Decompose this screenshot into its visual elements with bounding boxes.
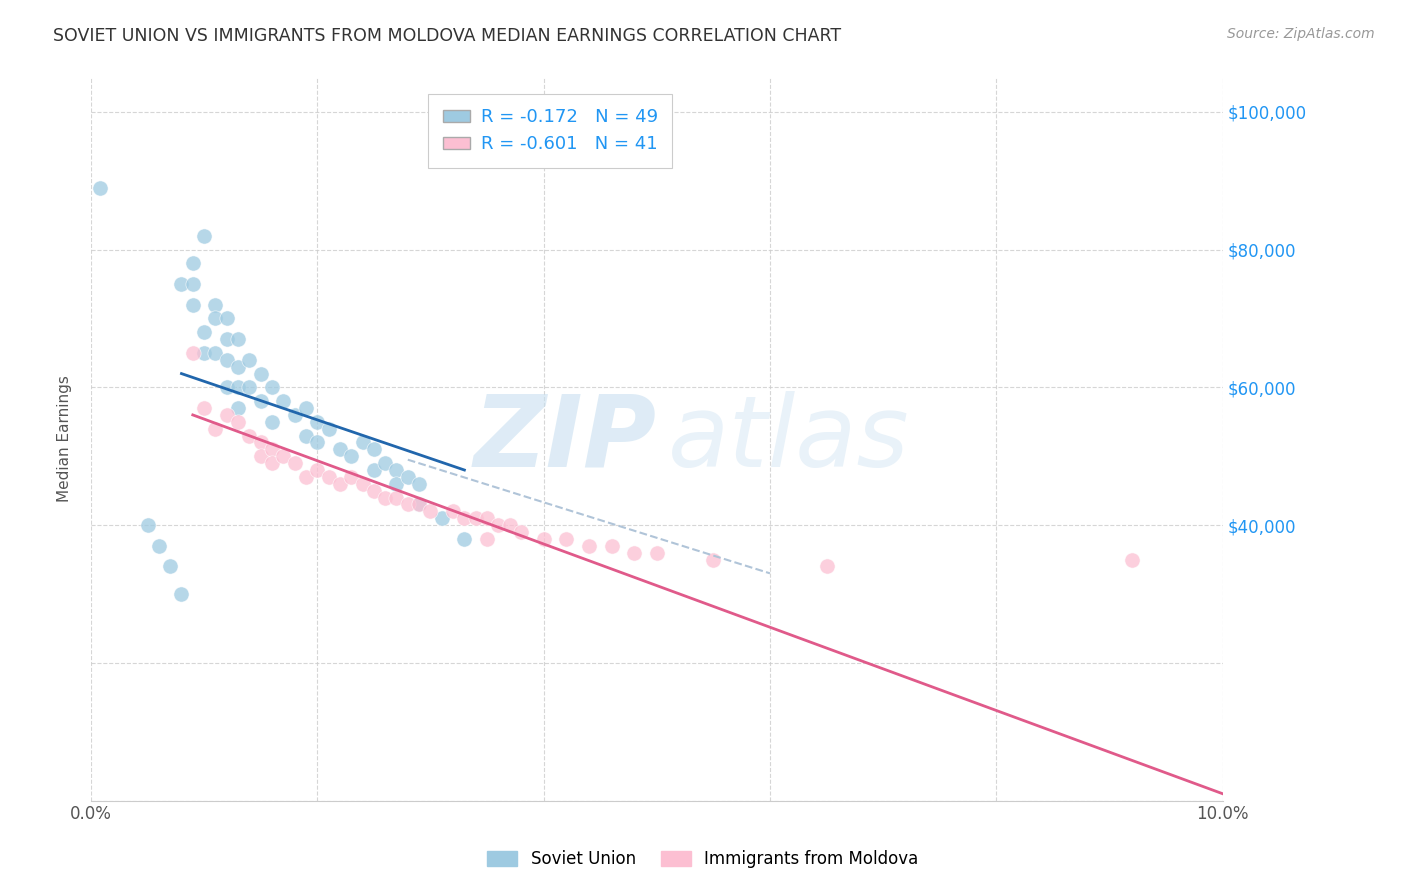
Point (193, 401, 215, 415)
Point (159, 559, 181, 574)
Point (396, 498, 419, 512)
Point (441, 504, 464, 518)
Point (318, 470, 340, 484)
Point (193, 228, 215, 243)
Point (464, 511, 486, 525)
Point (486, 518, 509, 533)
Point (284, 408, 307, 422)
Point (307, 415, 329, 429)
Point (170, 587, 193, 601)
Point (249, 449, 271, 463)
Point (295, 401, 318, 415)
Point (374, 456, 396, 470)
Text: ZIP: ZIP (474, 391, 657, 488)
Legend: Soviet Union, Immigrants from Moldova: Soviet Union, Immigrants from Moldova (481, 844, 925, 875)
Point (408, 498, 430, 512)
Point (385, 463, 408, 477)
Point (204, 298, 226, 312)
Point (318, 422, 340, 436)
Point (340, 449, 363, 463)
Point (329, 476, 352, 491)
Point (238, 352, 260, 367)
Point (555, 532, 578, 546)
Point (510, 524, 533, 539)
Point (623, 546, 645, 560)
Point (533, 532, 555, 546)
Point (295, 428, 318, 442)
Point (226, 380, 249, 394)
Point (215, 352, 238, 367)
Point (419, 504, 441, 518)
Point (284, 456, 307, 470)
Point (475, 532, 498, 546)
Point (340, 470, 363, 484)
Text: SOVIET UNION VS IMMIGRANTS FROM MOLDOVA MEDIAN EARNINGS CORRELATION CHART: SOVIET UNION VS IMMIGRANTS FROM MOLDOVA … (53, 27, 842, 45)
Point (148, 539, 170, 553)
Point (238, 380, 260, 394)
Point (181, 346, 204, 360)
Point (249, 435, 271, 450)
Point (204, 422, 226, 436)
Point (352, 476, 374, 491)
Point (260, 415, 283, 429)
Point (307, 463, 329, 477)
Point (181, 256, 204, 270)
Point (260, 442, 283, 457)
Point (181, 277, 204, 291)
Point (226, 415, 249, 429)
Text: Source: ZipAtlas.com: Source: ZipAtlas.com (1227, 27, 1375, 41)
Point (215, 408, 238, 422)
Point (273, 449, 295, 463)
Point (702, 552, 724, 566)
Legend: R = -0.172   N = 49, R = -0.601   N = 41: R = -0.172 N = 49, R = -0.601 N = 41 (429, 94, 672, 168)
Point (352, 435, 374, 450)
Point (89, 180, 111, 194)
Point (396, 470, 419, 484)
Point (295, 470, 318, 484)
Point (363, 442, 385, 457)
Point (193, 346, 215, 360)
Point (329, 442, 352, 457)
Point (226, 332, 249, 346)
Point (238, 428, 260, 442)
Point (204, 311, 226, 326)
Point (226, 359, 249, 374)
Point (475, 511, 498, 525)
Point (430, 511, 453, 525)
Point (385, 476, 408, 491)
Point (453, 511, 475, 525)
Point (260, 380, 283, 394)
Point (170, 277, 193, 291)
Point (273, 394, 295, 409)
Text: atlas: atlas (668, 391, 910, 488)
Point (498, 518, 520, 533)
Point (578, 539, 600, 553)
Point (385, 491, 408, 505)
Point (363, 483, 385, 498)
Point (215, 380, 238, 394)
Point (181, 298, 204, 312)
Point (215, 332, 238, 346)
Point (136, 518, 159, 533)
Point (1121, 552, 1143, 566)
Point (408, 498, 430, 512)
Point (226, 401, 249, 415)
Point (249, 394, 271, 409)
Point (193, 326, 215, 340)
Point (408, 476, 430, 491)
Point (215, 311, 238, 326)
Point (645, 546, 668, 560)
Point (815, 559, 838, 574)
Y-axis label: Median Earnings: Median Earnings (58, 376, 72, 502)
Point (307, 435, 329, 450)
Point (204, 346, 226, 360)
Point (363, 463, 385, 477)
Point (600, 539, 623, 553)
Point (260, 456, 283, 470)
Point (453, 532, 475, 546)
Point (374, 491, 396, 505)
Point (249, 367, 271, 381)
